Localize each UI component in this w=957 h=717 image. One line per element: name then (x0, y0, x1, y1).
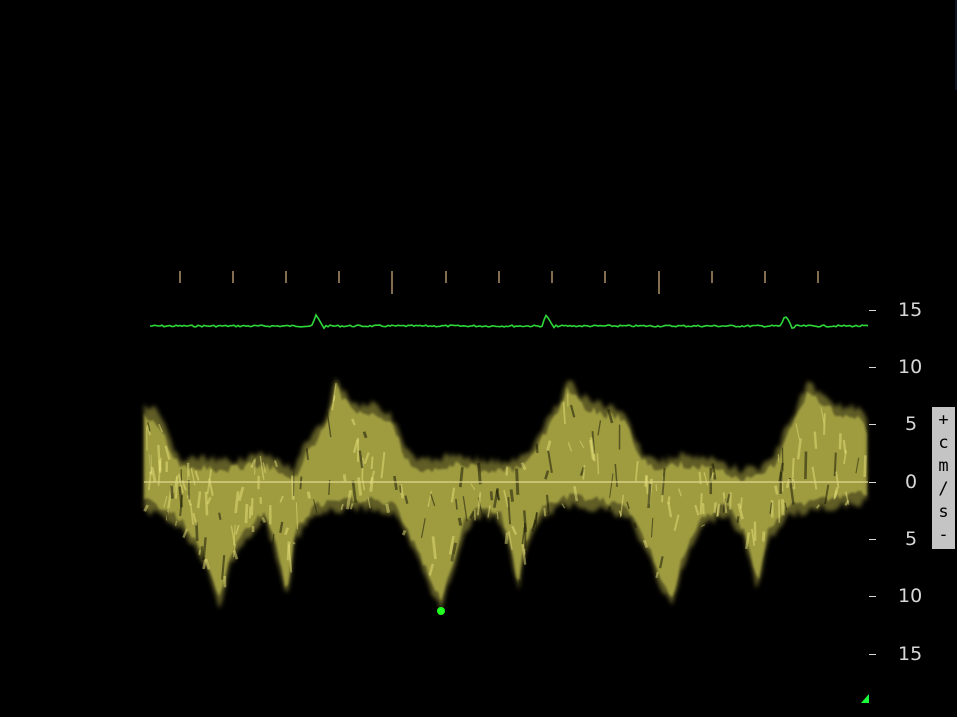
scale-label: 15 (898, 299, 923, 321)
corner-triangle-icon[interactable] (861, 694, 869, 703)
scale-label: 10 (898, 356, 923, 378)
unit-glyph: - (938, 525, 949, 545)
spectral-waveform (143, 378, 867, 612)
velocity-unit-badge[interactable]: + c m / s - (932, 407, 955, 549)
scale-tick (869, 310, 876, 311)
unit-glyph: c (938, 433, 949, 453)
edge-divider (955, 0, 957, 90)
peak-velocity-marker[interactable] (437, 607, 445, 615)
scale-tick (869, 596, 876, 597)
scale-tick (869, 482, 876, 483)
time-tick-marks (179, 271, 819, 294)
scale-tick (869, 654, 876, 655)
scale-label: 5 (905, 528, 918, 550)
unit-glyph: s (938, 502, 949, 522)
scale-tick (869, 539, 876, 540)
unit-glyph: / (938, 479, 949, 499)
unit-glyph: + (938, 410, 949, 430)
ecg-trace (149, 313, 869, 330)
scale-label: 5 (905, 413, 918, 435)
scale-tick (869, 367, 876, 368)
scale-tick (869, 424, 876, 425)
scale-label: 0 (905, 471, 918, 493)
unit-glyph: m (938, 456, 949, 476)
scale-label: 15 (898, 643, 923, 665)
scale-label: 10 (898, 585, 923, 607)
